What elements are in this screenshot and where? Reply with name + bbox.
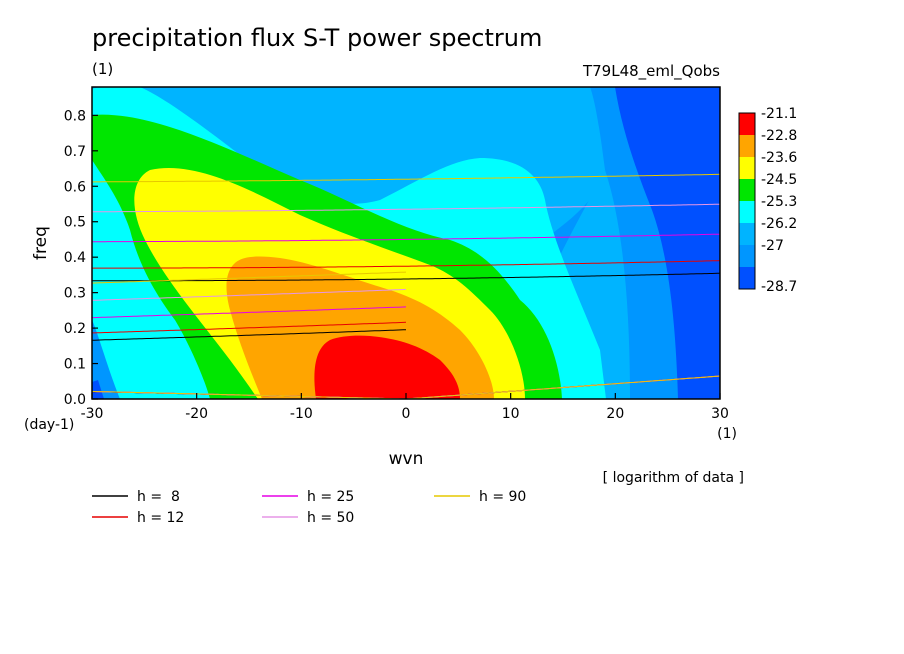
y-tick-label: 0.6 <box>64 179 86 195</box>
field-level-1 <box>314 335 460 399</box>
ig-curve <box>92 272 720 282</box>
y-tick-label: 0.2 <box>64 321 86 337</box>
x-tick-label: 10 <box>502 406 520 422</box>
field-level-8 <box>615 87 720 399</box>
dispersion-curves <box>92 173 720 399</box>
colorbar-label: -28.7 <box>761 279 797 295</box>
y-axis: 0.0 0.1 0.2 0.3 0.4 0.5 0.6 0.7 0.8 <box>64 108 98 408</box>
mrg-curve <box>92 306 407 319</box>
legend-label: h = 90 <box>479 489 526 505</box>
x-tick-label: -10 <box>290 406 313 422</box>
y-unit-label: (day-1) <box>24 417 74 433</box>
subtitle-right: T79L48_eml_Qobs <box>582 62 720 81</box>
colorbar-label: -22.8 <box>761 128 797 144</box>
y-tick-label: 0.3 <box>64 286 86 302</box>
ig-curve <box>92 260 720 269</box>
colorbar-swatch <box>739 201 755 223</box>
legend-label: h = 25 <box>307 489 354 505</box>
colorbar-swatch <box>739 135 755 157</box>
x-unit-label: (1) <box>717 426 737 442</box>
ig-curve <box>92 203 720 213</box>
y-tick-label: 0.0 <box>64 392 86 408</box>
colorbar-frame <box>738 112 756 290</box>
colorbar-label: -25.3 <box>761 194 797 210</box>
x-tick-label: -30 <box>81 406 104 422</box>
ig-curve <box>92 173 720 183</box>
mrg-curve <box>92 321 407 334</box>
colorbar-swatch <box>739 157 755 179</box>
y-axis-label: freq <box>31 226 51 260</box>
x-axis-label: wvn <box>389 449 424 469</box>
x-tick-label: 30 <box>711 406 729 422</box>
subtitle-left: (1) <box>92 60 113 78</box>
legend-label: h = 8 <box>137 489 180 505</box>
chart-title: precipitation flux S-T power spectrum <box>92 24 542 52</box>
mrg-curve <box>92 288 407 301</box>
colorbar-label: -21.1 <box>761 106 797 122</box>
x-tick-label: 20 <box>606 406 624 422</box>
y-tick-label: 0.4 <box>64 250 86 266</box>
colorbar-label: -23.6 <box>761 150 797 166</box>
colorbar-swatch <box>739 223 755 245</box>
plot-area <box>92 87 720 399</box>
legend-label: h = 50 <box>307 510 354 526</box>
y-tick-label: 0.8 <box>64 108 86 124</box>
field-level-8 <box>92 380 104 399</box>
colorbar-label: -24.5 <box>761 172 797 188</box>
colorbar-label: -27 <box>761 238 784 254</box>
colorbar-swatch <box>739 267 755 289</box>
x-tick-label: 0 <box>402 406 411 422</box>
colorbar-swatch <box>739 113 755 135</box>
y-tick-label: 0.7 <box>64 144 86 160</box>
ig-curve <box>92 233 720 243</box>
x-axis: -30 -20 -10 0 10 20 30 <box>81 393 729 422</box>
kelvin-curve <box>405 375 720 399</box>
colorbar-note: [ logarithm of data ] <box>603 470 744 486</box>
y-tick-label: 0.5 <box>64 215 86 231</box>
mrg-curve <box>92 271 407 284</box>
colorbar-swatch <box>739 179 755 201</box>
colorbar: -21.1 -22.8 -23.6 -24.5 -25.3 -26.2 -27 -28.7 <box>738 106 797 295</box>
legend-label: h = 12 <box>137 510 184 526</box>
colorbar-label: -26.2 <box>761 216 797 232</box>
y-tick-label: 0.1 <box>64 357 86 373</box>
legend: h = 8 h = 12 h = 25 h = 50 h = 90 <box>92 489 526 526</box>
rossby-curve <box>92 390 407 399</box>
colorbar-swatch <box>739 245 755 267</box>
x-tick-label: -20 <box>185 406 208 422</box>
mrg-curve <box>92 329 407 341</box>
